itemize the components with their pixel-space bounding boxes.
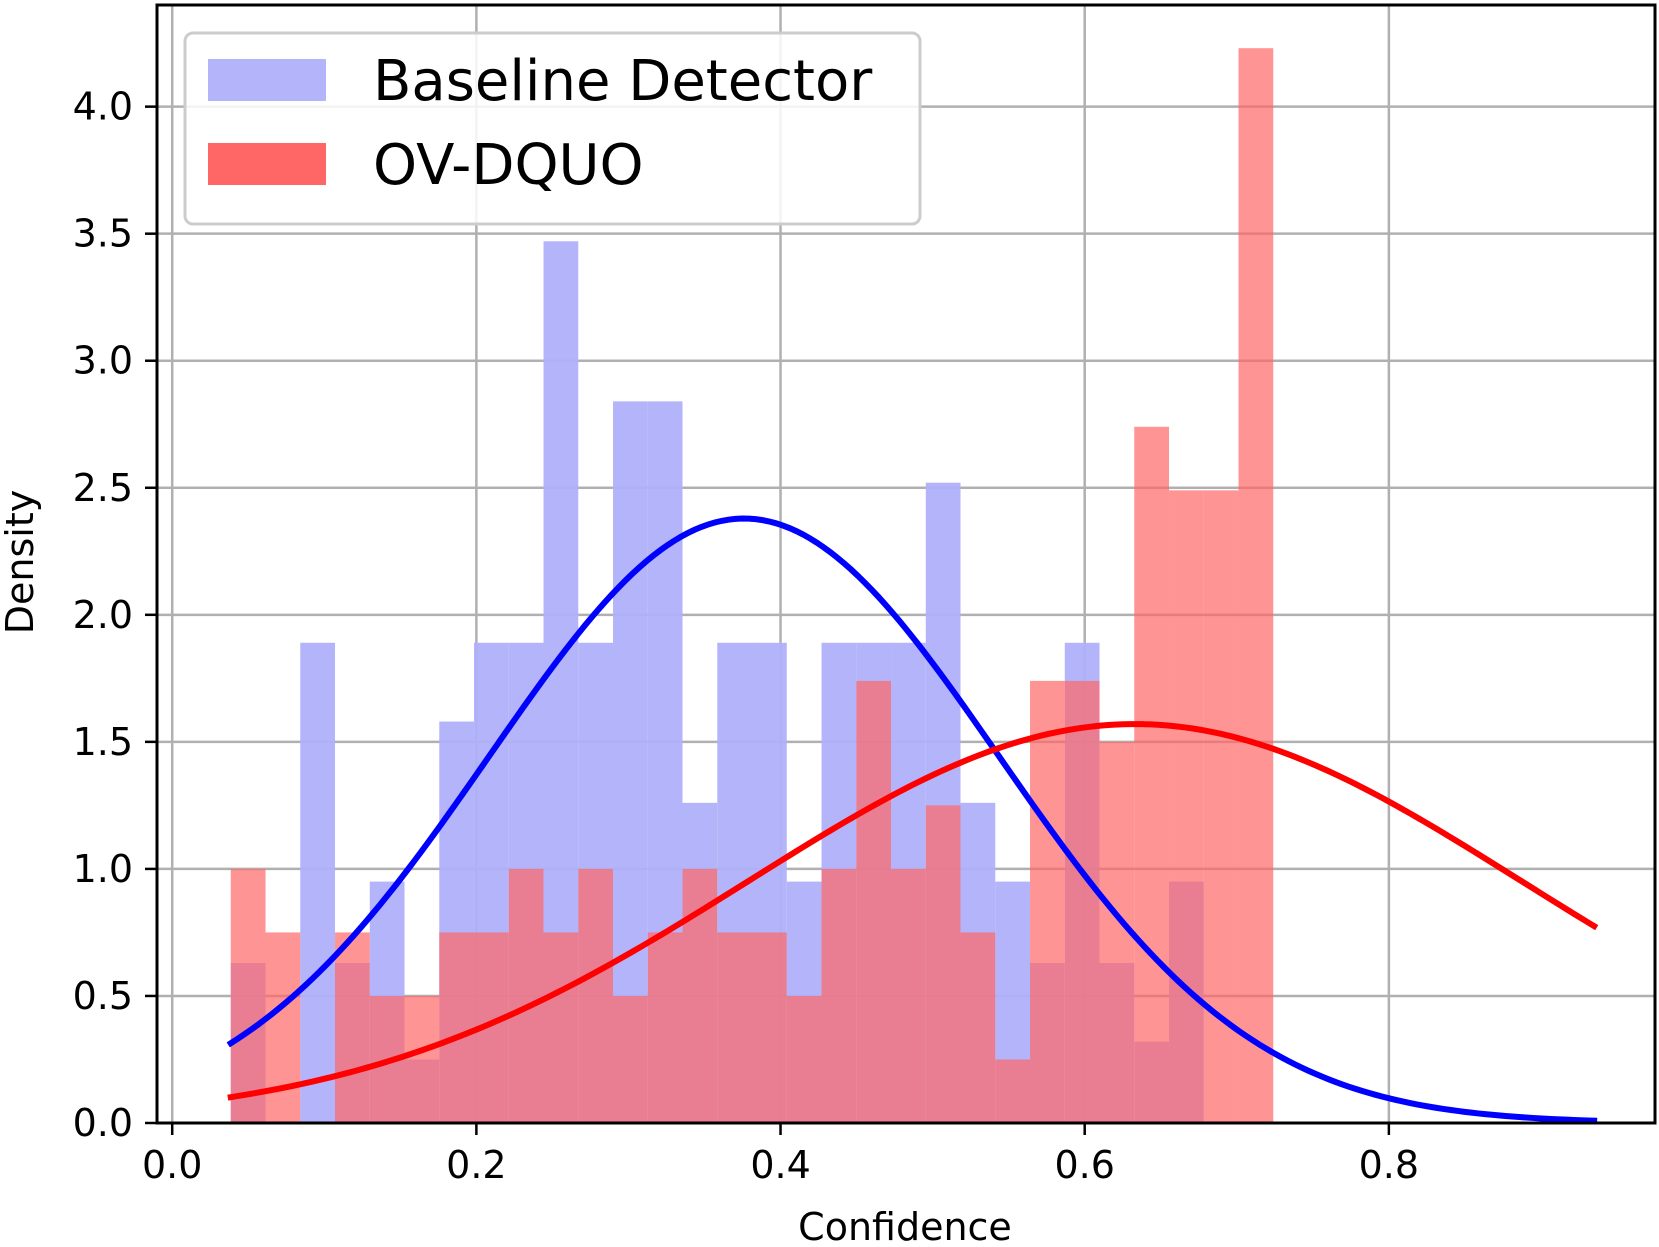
ov-dquo-bar [578, 868, 614, 1123]
ov-dquo-bar [786, 995, 822, 1123]
y-tick-label: 2.0 [73, 593, 133, 637]
legend: Baseline Detector OV-DQUO [183, 31, 922, 226]
x-axis-title: Confidence [798, 1205, 1012, 1243]
ov-dquo-bar [960, 932, 996, 1123]
fit-curves [226, 515, 1599, 1124]
y-tick-label: 1.5 [73, 720, 133, 764]
ov-dquo-bar [508, 868, 544, 1123]
ov-dquo-bar [925, 805, 961, 1123]
y-tick-label: 3.0 [73, 339, 133, 383]
ov-dquo-legend-label: OV-DQUO [373, 133, 644, 198]
x-tick-label: 0.0 [142, 1143, 202, 1187]
y-tick-label: 2.5 [73, 466, 133, 510]
ov-dquo-bar [821, 868, 857, 1123]
x-tick-label: 0.8 [1359, 1143, 1419, 1187]
ov-dquo-bar [1030, 680, 1065, 1123]
x-tick-label: 0.6 [1054, 1143, 1114, 1187]
baseline-detector-fit-curve [226, 515, 1598, 1124]
ov-dquo-bar [613, 995, 648, 1123]
ov-dquo-fit-curve [227, 721, 1599, 1101]
baseline-detector-legend-swatch [208, 59, 326, 101]
ov-dquo-bar [752, 932, 787, 1123]
y-tick-label: 0.5 [73, 974, 133, 1018]
ov-dquo-bar [439, 932, 475, 1123]
ov-dquo-bar [543, 932, 579, 1123]
y-axis-title: Density [0, 490, 42, 634]
ov-dquo-bar [891, 868, 926, 1123]
y-tick-label: 3.5 [73, 212, 133, 256]
ov-dquo-bar [1169, 490, 1204, 1124]
plot-frame [155, 3, 1657, 1125]
baseline-detector-bar [300, 642, 336, 1123]
ov-dquo-bar [995, 1059, 1031, 1123]
ov-dquo-bar [1238, 48, 1274, 1124]
x-tick-label: 0.4 [750, 1143, 810, 1187]
y-tick-label: 0.0 [73, 1101, 133, 1145]
y-tick-label: 1.0 [73, 847, 133, 891]
ov-dquo-legend-swatch [208, 143, 326, 185]
ov-dquo-bar [335, 932, 370, 1123]
ov-dquo-bar [230, 868, 266, 1123]
legend-frame [183, 31, 922, 226]
axis-ticks: 0.0 0.2 0.4 0.6 0.8 0.0 0.5 1.0 1.5 2.0 2.5 3.0 3.5 4… [73, 85, 1420, 1187]
ov-dquo-bar [404, 995, 440, 1123]
histogram-bars [230, 48, 1274, 1124]
ov-dquo-bar [856, 680, 892, 1123]
ov-dquo-bar [647, 932, 683, 1123]
y-tick-label: 4.0 [73, 85, 133, 129]
ov-dquo-bar [1064, 680, 1100, 1123]
baseline-detector-legend-label: Baseline Detector [373, 49, 873, 114]
ov-dquo-bar [717, 932, 753, 1123]
ov-dquo-bar [1134, 426, 1170, 1124]
ov-dquo-bar [265, 932, 301, 1123]
x-tick-label: 0.2 [446, 1143, 506, 1187]
